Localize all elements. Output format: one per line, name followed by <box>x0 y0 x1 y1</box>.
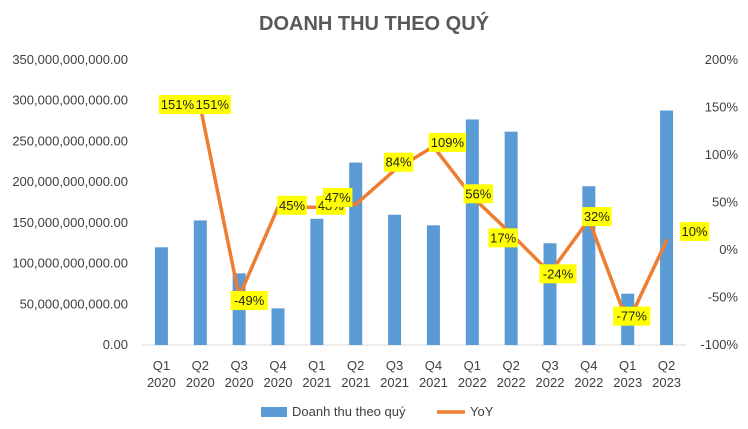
x-tick-year: 2021 <box>341 375 370 390</box>
yoy-label: 109% <box>431 135 465 150</box>
x-tick-quarter: Q3 <box>230 358 247 373</box>
x-tick-quarter: Q3 <box>541 358 558 373</box>
yoy-label-box <box>230 291 268 311</box>
x-tick-quarter: Q4 <box>425 358 442 373</box>
x-tick-quarter: Q1 <box>464 358 481 373</box>
y-left-tick-label: 0.00 <box>103 337 128 352</box>
yoy-label: 47% <box>325 190 351 205</box>
revenue-bar <box>388 214 402 345</box>
x-tick-quarter: Q2 <box>502 358 519 373</box>
axes-layer: 0.00 50,000,000,000.00 100,000,000,000.00 1… <box>12 52 738 390</box>
y-right-tick-label: -100% <box>700 337 738 352</box>
x-tick-quarter: Q2 <box>658 358 675 373</box>
y-left-tick-label: 300,000,000,000.00 <box>12 93 128 108</box>
y-left-tick-label: 350,000,000,000.00 <box>12 52 128 67</box>
yoy-label-box <box>488 228 518 248</box>
x-tick-year: 2023 <box>613 375 642 390</box>
y-right-tick-label: 50% <box>712 195 738 210</box>
y-right-tick-label: -50% <box>708 290 739 305</box>
yoy-label: -24% <box>543 266 574 281</box>
legend-revenue-label: Doanh thu theo quý <box>292 404 406 419</box>
x-tick-year: 2020 <box>186 375 215 390</box>
y-left-tick-label: 200,000,000,000.00 <box>12 174 128 189</box>
x-tick-quarter: Q1 <box>153 358 170 373</box>
x-tick-year: 2020 <box>225 375 254 390</box>
x-tick-year: 2021 <box>380 375 409 390</box>
yoy-label-box <box>679 222 710 241</box>
y-right-tick-label: 200% <box>705 52 739 67</box>
y-left-tick-label: 150,000,000,000.00 <box>12 215 128 230</box>
x-tick-year: 2021 <box>419 375 448 390</box>
legend: Doanh thu theo quý YoY <box>261 404 494 419</box>
y-right-tick-label: 0% <box>719 242 738 257</box>
yoy-label-box <box>582 207 612 227</box>
y-right-tick-label: 150% <box>705 100 739 115</box>
yoy-label-box <box>323 187 353 207</box>
chart-title: DOANH THU THEO QUÝ <box>259 11 490 35</box>
revenue-bar <box>465 119 479 345</box>
yoy-label: 151% <box>196 97 230 112</box>
x-tick-year: 2020 <box>264 375 293 390</box>
yoy-label: 17% <box>490 230 516 245</box>
yoy-label: 10% <box>682 224 708 239</box>
y-left-tick-label: 100,000,000,000.00 <box>12 256 128 271</box>
x-tick-year: 2023 <box>652 375 681 390</box>
revenue-bar <box>154 247 168 345</box>
yoy-label: 84% <box>386 155 412 170</box>
x-tick-quarter: Q1 <box>308 358 325 373</box>
yoy-label-box <box>277 195 307 215</box>
x-tick-quarter: Q4 <box>580 358 597 373</box>
revenue-bar <box>193 220 207 345</box>
yoy-line-layer <box>159 104 669 325</box>
legend-yoy-label: YoY <box>470 404 494 419</box>
yoy-label: -77% <box>617 309 648 324</box>
yoy-label-box <box>193 95 231 115</box>
yoy-label-box <box>383 152 414 172</box>
revenue-bar <box>271 308 285 345</box>
x-tick-year: 2022 <box>497 375 526 390</box>
yoy-label: 45% <box>279 198 305 213</box>
yoy-label: -49% <box>234 293 265 308</box>
revenue-bar <box>543 243 557 345</box>
revenue-bar <box>310 218 324 345</box>
yoy-label-box <box>463 184 493 204</box>
yoy-label-box <box>539 264 577 284</box>
revenue-bar <box>426 225 440 345</box>
revenue-bar <box>349 162 363 345</box>
y-right-tick-label: 100% <box>705 147 739 162</box>
x-tick-year: 2022 <box>574 375 603 390</box>
x-tick-quarter: Q2 <box>192 358 209 373</box>
y-left-tick-label: 250,000,000,000.00 <box>12 133 128 148</box>
x-tick-year: 2022 <box>536 375 565 390</box>
yoy-label-box <box>158 95 197 115</box>
yoy-line <box>159 104 669 325</box>
yoy-label-box <box>613 306 651 326</box>
x-tick-year: 2021 <box>302 375 331 390</box>
legend-revenue-swatch <box>261 407 287 417</box>
yoy-label: 151% <box>161 97 195 112</box>
y-left-tick-label: 50,000,000,000.00 <box>20 296 128 311</box>
x-tick-year: 2022 <box>458 375 487 390</box>
yoy-label: 32% <box>584 209 610 224</box>
x-tick-quarter: Q2 <box>347 358 364 373</box>
revenue-bar <box>660 110 674 345</box>
yoy-label: 56% <box>465 186 491 201</box>
yoy-label-box <box>428 132 467 152</box>
x-tick-year: 2020 <box>147 375 176 390</box>
x-tick-quarter: Q3 <box>386 358 403 373</box>
x-tick-quarter: Q1 <box>619 358 636 373</box>
x-tick-quarter: Q4 <box>269 358 286 373</box>
data-labels-layer: 151%151%-49%45%48%47%84%109%56%17%-24%32… <box>158 95 710 326</box>
